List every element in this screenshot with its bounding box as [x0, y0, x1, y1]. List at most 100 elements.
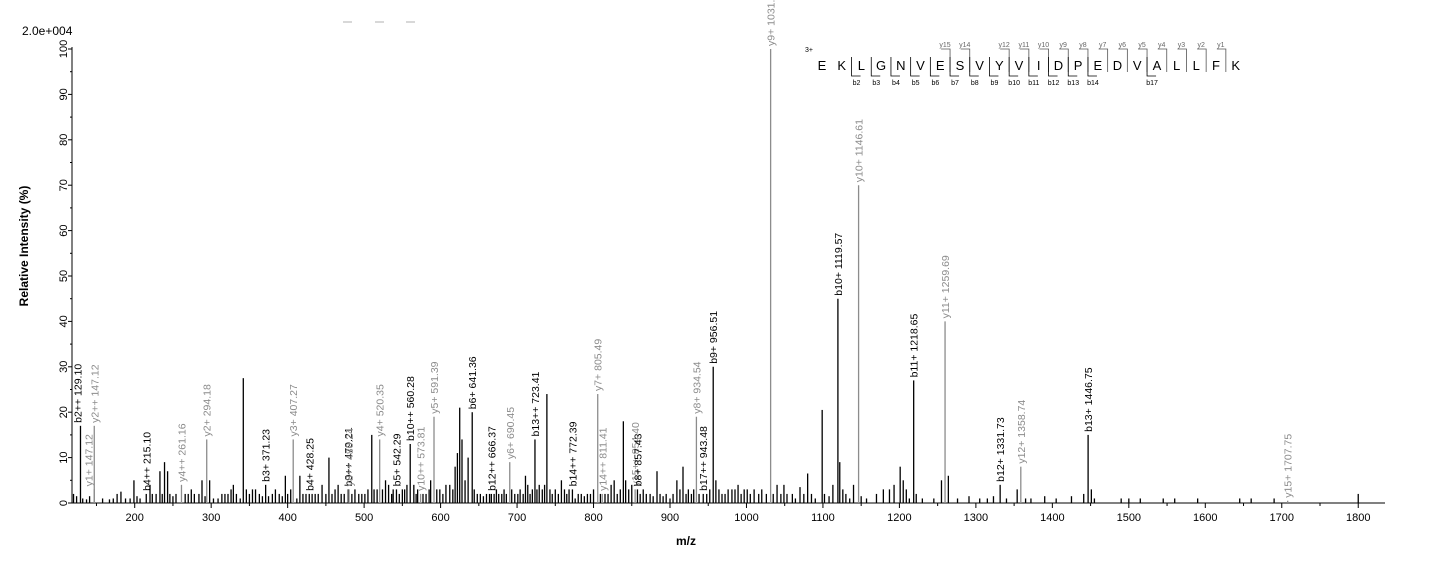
b-ion-bracket — [929, 57, 940, 77]
x-tick-label: 1300 — [964, 512, 988, 524]
peak-label: b11+ 1218.65 — [909, 314, 921, 378]
peak-label: y3+ 407.27 — [288, 384, 300, 436]
x-tick-label: 1100 — [811, 512, 835, 524]
x-tick-label: 500 — [355, 512, 373, 524]
sequence-residue: L — [858, 58, 865, 73]
y-axis: 0 10 20 30 40 50 60 70 80 90 100 — [58, 40, 73, 506]
y-tick-label: 20 — [58, 406, 70, 418]
b-ion-label: b11 — [1028, 80, 1039, 87]
sequence-residue: P — [1074, 58, 1083, 73]
sequence-residue: E — [1093, 58, 1102, 73]
b-ion-bracket — [1067, 57, 1078, 77]
peak-label: b4++ 215.10 — [141, 432, 153, 491]
b-ion-label: b17 — [1146, 80, 1158, 87]
y-tick-label: 70 — [58, 179, 70, 191]
peak-label: b17++ 943.48 — [698, 426, 710, 491]
sequence-residue: V — [1015, 58, 1024, 73]
peak-label: y2++ 147.12 — [89, 364, 101, 423]
peak-label: b14++ 772.39 — [567, 421, 579, 486]
peak-label: y2+ 294.18 — [202, 384, 214, 436]
sequence-residue: Y — [995, 58, 1004, 73]
y-ion-label: y6 — [1119, 42, 1127, 49]
y-ion-bracket — [1216, 48, 1227, 72]
y-ion-label: y4 — [1158, 42, 1166, 49]
peak-label: b13+ 1446.75 — [1083, 367, 1095, 432]
x-tick-label: 1500 — [1117, 512, 1141, 524]
b-ion-label: b12 — [1048, 80, 1060, 87]
y-ion-label: y7 — [1099, 42, 1107, 49]
b-ion-label: b13 — [1067, 80, 1079, 87]
x-tick-label: 1400 — [1040, 512, 1064, 524]
x-tick-label: 1000 — [734, 512, 758, 524]
peak-label: y12+ 1358.74 — [1016, 400, 1028, 464]
peak-label: b6+ 641.36 — [467, 356, 479, 409]
x-axis-title: m/z — [676, 534, 696, 548]
y-ion-label: y1 — [1217, 42, 1225, 49]
x-tick-label: 400 — [278, 512, 296, 524]
b-ion-bracket — [1146, 57, 1157, 77]
peak-label: b10++ 560.28 — [405, 376, 417, 441]
intensity-scale-label: 2.0e+004 — [22, 24, 73, 38]
b-ion-bracket — [910, 57, 920, 77]
x-tick-label: 1800 — [1346, 512, 1370, 524]
y-ion-label: y2 — [1197, 42, 1205, 49]
sequence-residue: N — [896, 58, 905, 73]
peak-label: y4+ 520.35 — [375, 384, 387, 436]
sequence-residue: V — [916, 58, 925, 73]
y-axis-title: Relative Intensity (%) — [17, 186, 31, 307]
b-ion-label: b10 — [1008, 80, 1020, 87]
sequence-residue: E — [936, 58, 945, 73]
y-tick-label: 0 — [58, 500, 70, 506]
sequence-residue: V — [1133, 58, 1142, 73]
y-ion-bracket — [1098, 48, 1109, 72]
peak-label: b10+ 1119.57 — [833, 233, 845, 296]
y-tick-label: 50 — [58, 270, 70, 282]
b-ion-bracket — [989, 57, 999, 77]
peak-label: b12+ 1331.73 — [995, 417, 1007, 482]
b-ion-label: b9 — [991, 80, 999, 87]
peak-label: b5+ 542.29 — [391, 433, 403, 486]
y-ion-bracket — [1197, 48, 1207, 72]
y-tick-label: 60 — [58, 224, 70, 236]
b-ion-bracket — [870, 57, 881, 77]
peak-label: y14++ 811.41 — [597, 427, 609, 491]
peak-label: y8+ 934.54 — [691, 361, 703, 413]
sequence-residue: E — [818, 58, 827, 73]
x-tick-label: 600 — [431, 512, 449, 524]
peak-label: y10+ 1146.61 — [854, 119, 866, 182]
y-tick-label: 90 — [58, 88, 70, 100]
b-ion-label: b8 — [971, 80, 979, 87]
y-ion-label: y5 — [1138, 42, 1146, 49]
peak-label: b12++ 666.37 — [486, 426, 498, 491]
sequence-residue: G — [876, 58, 886, 73]
sequence-residue: L — [1193, 58, 1200, 73]
y-ion-bracket — [1157, 48, 1168, 72]
y-tick-label: 100 — [58, 40, 70, 58]
y-tick-label: 80 — [58, 134, 70, 146]
peak-label: y6+ 690.45 — [505, 407, 517, 459]
y-ion-label: y14 — [959, 42, 970, 49]
sequence-residue: K — [837, 58, 846, 73]
peak-label: y11+ 1259.69 — [940, 255, 952, 318]
sequence-residue: D — [1054, 58, 1063, 73]
y-ion-label: y9 — [1060, 42, 1068, 49]
y-ion-bracket — [1118, 48, 1128, 72]
peak-labels: b2++ 129.10 y2++ 147.12 y1+ 147.12 b4++ 215… — [72, 0, 1294, 498]
b-ion-label: b6 — [931, 80, 939, 87]
b-ion-bracket — [1008, 57, 1019, 77]
b-ion-bracket — [851, 57, 861, 77]
x-tick-label: 200 — [126, 512, 144, 524]
y-ion-label: y10 — [1038, 42, 1049, 49]
sequence-residue: L — [1173, 58, 1180, 73]
b-ion-label: b2 — [853, 80, 861, 87]
b-ion-label: b3 — [872, 80, 880, 87]
y-tick-label: 30 — [58, 361, 70, 373]
b-ion-bracket — [1087, 57, 1097, 77]
peak-label: y9+ 1031.59 — [766, 0, 778, 46]
b-ion-bracket — [1048, 57, 1058, 77]
peak-label: y7+ 805.49 — [593, 339, 605, 391]
sequence-residue: I — [1037, 58, 1041, 73]
sequence-residue: F — [1212, 58, 1220, 73]
